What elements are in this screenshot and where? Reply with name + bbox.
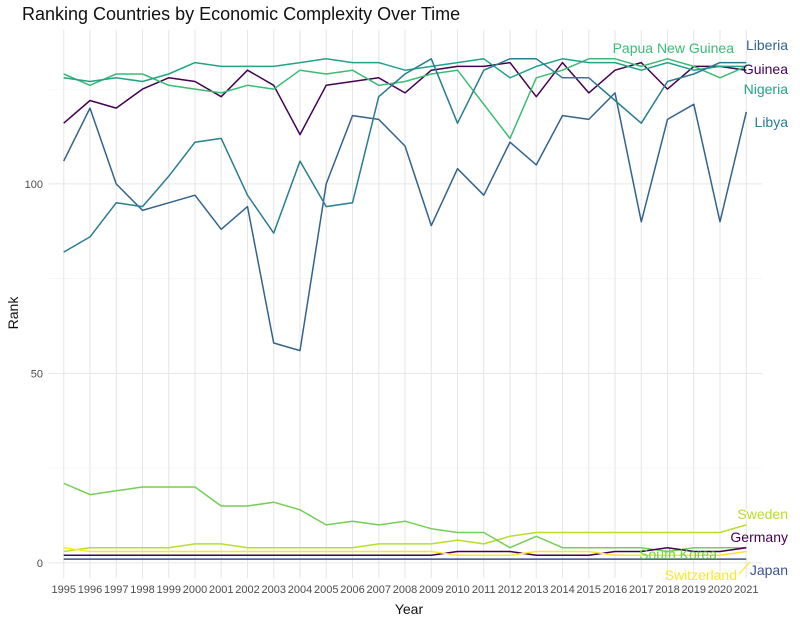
series-label-libya: Libya xyxy=(755,114,789,130)
series-line-switzerland xyxy=(63,546,747,557)
series-label-switzerland: Switzerland xyxy=(665,567,737,583)
series-label-liberia: Liberia xyxy=(746,37,788,53)
x-tick-label: 2001 xyxy=(209,584,233,596)
x-tick-label: 1999 xyxy=(157,584,181,596)
x-tick-label: 2014 xyxy=(550,584,574,596)
x-tick-label: 2008 xyxy=(393,584,417,596)
series-label-japan: Japan xyxy=(750,562,788,578)
x-tick-label: 2007 xyxy=(367,584,391,596)
y-tick-label: 100 xyxy=(25,179,43,191)
x-axis-title: Year xyxy=(395,601,424,617)
x-tick-label: 2006 xyxy=(340,584,364,596)
series-label-sweden: Sweden xyxy=(737,506,788,522)
series-line-papua-new-guinea xyxy=(63,58,747,140)
x-tick-label: 2011 xyxy=(472,584,496,596)
x-tick-label: 2010 xyxy=(445,584,469,596)
x-tick-label: 2004 xyxy=(288,584,312,596)
series-label-guinea: Guinea xyxy=(743,61,788,77)
series-line-sweden xyxy=(63,524,747,553)
x-tick-label: 2015 xyxy=(577,584,601,596)
series-label-germany: Germany xyxy=(730,529,788,545)
series-label-south-korea: South Korea xyxy=(639,546,717,562)
x-tick-label: 2021 xyxy=(734,584,758,596)
x-tick-label: 2013 xyxy=(524,584,548,596)
series-line-germany xyxy=(63,546,747,557)
y-tick-label: 0 xyxy=(37,558,43,570)
y-axis-title: Rank xyxy=(5,296,21,330)
x-tick-label: 1995 xyxy=(52,584,76,596)
x-tick-label: 1996 xyxy=(78,584,102,596)
x-tick-label: 2000 xyxy=(183,584,207,596)
chart-title: Ranking Countries by Economic Complexity… xyxy=(22,4,460,24)
series-line-liberia xyxy=(63,92,748,352)
grid xyxy=(48,30,762,578)
x-tick-label: 2012 xyxy=(498,584,522,596)
series-lines xyxy=(63,58,748,560)
x-tick-label: 2020 xyxy=(708,584,732,596)
x-tick-label: 2016 xyxy=(603,584,627,596)
x-tick-label: 2017 xyxy=(629,584,653,596)
y-tick-label: 50 xyxy=(31,368,43,380)
x-tick-label: 2003 xyxy=(262,584,286,596)
series-line-libya xyxy=(63,58,747,253)
y-axis-ticks: 0 50 100 xyxy=(25,179,43,570)
switzerland-label-leader xyxy=(738,561,751,575)
series-line-nigeria xyxy=(63,58,747,83)
x-tick-label: 1997 xyxy=(104,584,128,596)
series-label-papua-new-guinea: Papua New Guinea xyxy=(613,40,735,56)
x-tick-label: 1998 xyxy=(130,584,154,596)
x-axis-ticks: 1995 1996 1997 1998 1999 2000 2001 2002 2003 2004… xyxy=(52,584,759,596)
series-labels: Liberia Guinea Papua New Guinea Nigeria Liby… xyxy=(613,37,789,583)
x-tick-label: 2005 xyxy=(314,584,338,596)
x-tick-label: 2009 xyxy=(419,584,443,596)
series-label-nigeria: Nigeria xyxy=(744,81,789,97)
x-tick-label: 2002 xyxy=(235,584,259,596)
x-tick-label: 2018 xyxy=(655,584,679,596)
series-line-guinea xyxy=(63,61,747,136)
series-line-south-korea xyxy=(63,482,747,553)
x-tick-label: 2019 xyxy=(682,584,706,596)
